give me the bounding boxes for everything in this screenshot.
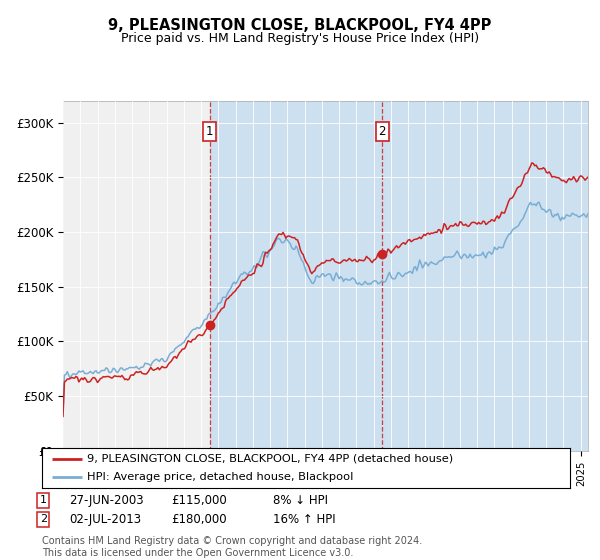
Text: £180,000: £180,000	[171, 512, 227, 526]
Text: 9, PLEASINGTON CLOSE, BLACKPOOL, FY4 4PP (detached house): 9, PLEASINGTON CLOSE, BLACKPOOL, FY4 4PP…	[87, 454, 453, 464]
Text: 2: 2	[379, 125, 386, 138]
Text: 02-JUL-2013: 02-JUL-2013	[69, 512, 141, 526]
Text: 9, PLEASINGTON CLOSE, BLACKPOOL, FY4 4PP: 9, PLEASINGTON CLOSE, BLACKPOOL, FY4 4PP	[109, 18, 491, 33]
Text: 27-JUN-2003: 27-JUN-2003	[69, 493, 143, 507]
Text: 2: 2	[40, 514, 47, 524]
Text: 1: 1	[206, 125, 213, 138]
Text: 8% ↓ HPI: 8% ↓ HPI	[273, 493, 328, 507]
Text: 1: 1	[40, 495, 47, 505]
Text: This data is licensed under the Open Government Licence v3.0.: This data is licensed under the Open Gov…	[42, 548, 353, 558]
Text: 16% ↑ HPI: 16% ↑ HPI	[273, 512, 335, 526]
Bar	[209, 101, 588, 451]
Text: Price paid vs. HM Land Registry's House Price Index (HPI): Price paid vs. HM Land Registry's House …	[121, 32, 479, 45]
Text: Contains HM Land Registry data © Crown copyright and database right 2024.: Contains HM Land Registry data © Crown c…	[42, 536, 422, 546]
Text: £115,000: £115,000	[171, 493, 227, 507]
Text: HPI: Average price, detached house, Blackpool: HPI: Average price, detached house, Blac…	[87, 473, 353, 482]
